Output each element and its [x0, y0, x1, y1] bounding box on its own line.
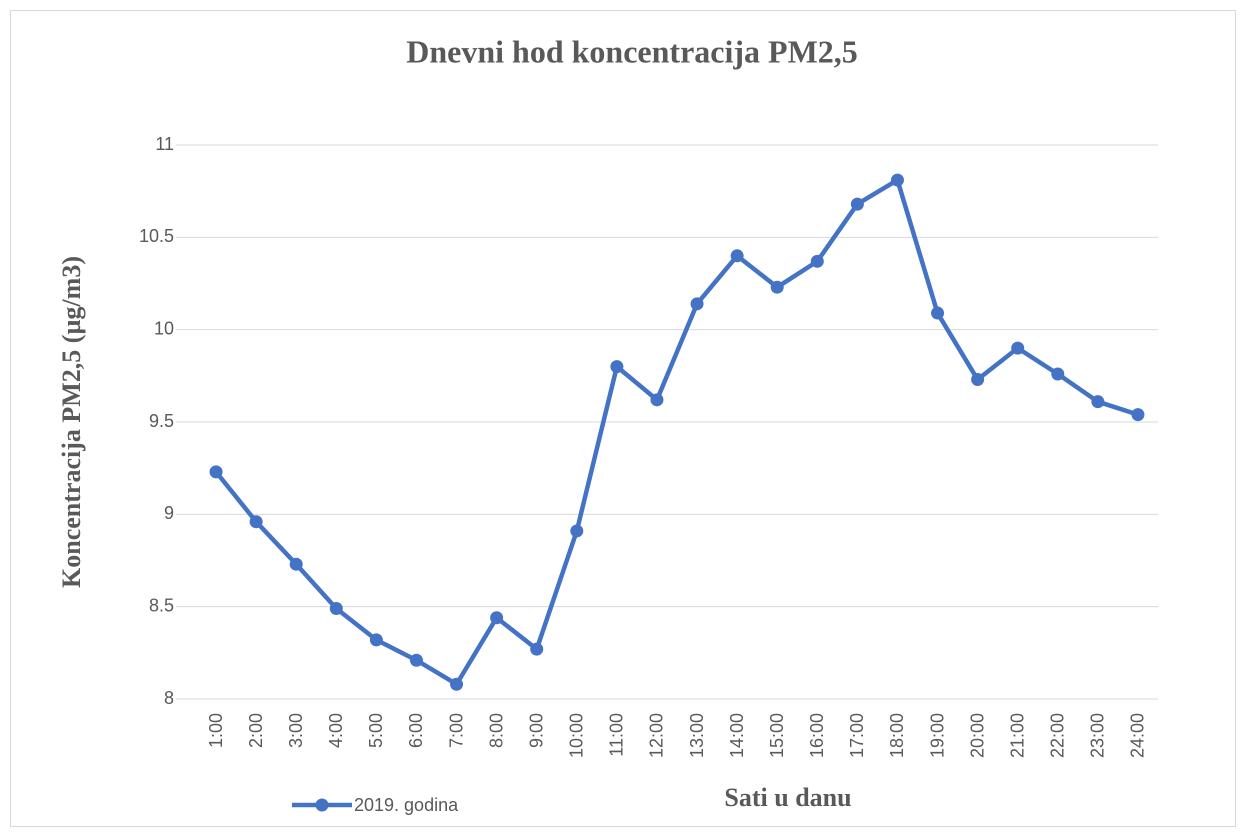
data-point [650, 393, 664, 407]
data-point [971, 373, 985, 387]
x-tick-label: 11:00 [607, 713, 627, 757]
data-point [209, 465, 223, 479]
data-point [249, 515, 263, 529]
legend-label: 2019. godina [354, 795, 459, 815]
x-tick-label: 8:00 [486, 713, 506, 748]
x-tick-label: 19:00 [927, 713, 947, 758]
data-point [369, 633, 383, 647]
x-axis-label: Sati u danu [724, 783, 851, 812]
x-tick-label: 2:00 [246, 713, 266, 748]
y-tick-label: 10 [154, 318, 174, 338]
y-tick-label: 8.5 [149, 595, 174, 615]
data-point [530, 642, 544, 656]
y-tick-label: 10.5 [139, 226, 174, 246]
x-tick-label: 18:00 [887, 713, 907, 758]
x-tick-label: 23:00 [1088, 713, 1108, 758]
x-tick-label: 22:00 [1048, 713, 1068, 758]
data-point [1091, 395, 1105, 409]
data-point [450, 677, 464, 691]
x-tick-label: 7:00 [446, 713, 466, 748]
data-point [690, 297, 704, 311]
x-tick-label: 17:00 [847, 713, 867, 758]
y-axis-label: Koncentracija PM2,5 (µg/m3) [57, 256, 86, 588]
data-point [931, 306, 945, 320]
chart-title: Dnevni hod koncentracija PM2,5 [406, 33, 858, 69]
x-tick-label: 21:00 [1007, 713, 1027, 758]
data-point [570, 524, 584, 538]
data-point [770, 280, 784, 294]
data-point [409, 653, 423, 667]
y-tick-label: 9.5 [149, 411, 174, 431]
data-point [850, 197, 864, 211]
legend-marker [315, 798, 329, 812]
y-tick-label: 9 [164, 503, 174, 523]
data-point [490, 611, 504, 625]
data-point [1051, 367, 1065, 381]
x-tick-label: 14:00 [727, 713, 747, 758]
x-tick-label: 16:00 [807, 713, 827, 758]
x-tick-label: 20:00 [967, 713, 987, 758]
data-point [730, 249, 744, 263]
x-tick-label: 24:00 [1128, 713, 1148, 758]
x-tick-label: 1:00 [206, 713, 226, 748]
x-tick-label: 9:00 [526, 713, 546, 748]
x-tick-label: 10:00 [567, 713, 587, 758]
data-point [890, 173, 904, 187]
x-tick-label: 15:00 [767, 713, 787, 758]
data-point [810, 254, 824, 268]
y-tick-label: 8 [164, 688, 174, 708]
x-tick-label: 4:00 [326, 713, 346, 748]
x-tick-label: 3:00 [286, 713, 306, 748]
chart-border [10, 10, 1236, 827]
x-tick-label: 6:00 [406, 713, 426, 748]
data-point [1011, 341, 1025, 355]
x-tick-label: 12:00 [647, 713, 667, 758]
data-point [610, 360, 624, 374]
series-line [214, 177, 1139, 687]
data-point [289, 557, 303, 571]
data-point [1131, 408, 1145, 422]
y-tick-label: 11 [155, 134, 174, 154]
data-point [329, 602, 343, 616]
x-tick-label: 5:00 [366, 713, 386, 748]
x-tick-label: 13:00 [687, 713, 707, 758]
